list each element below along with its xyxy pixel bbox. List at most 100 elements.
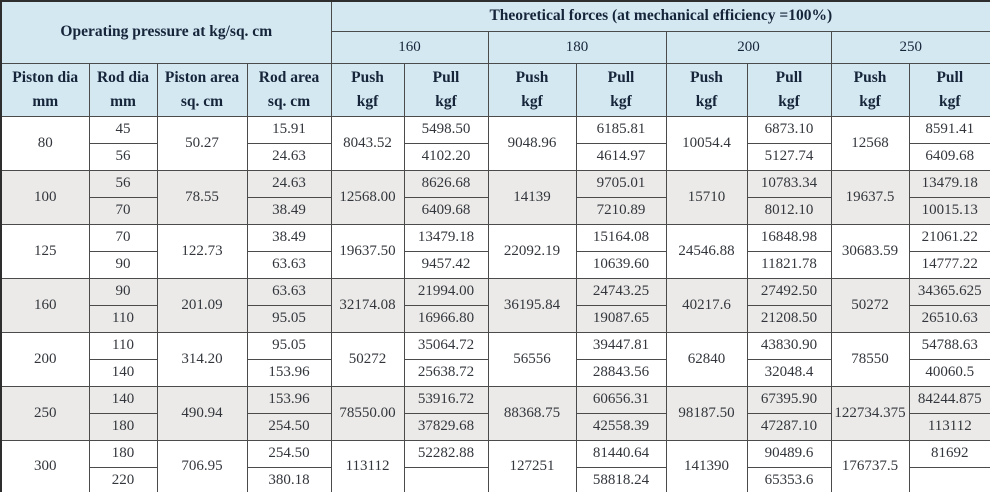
rod-area-cell: 24.63 <box>246 169 332 198</box>
pull-cell: 19087.65 <box>575 304 667 333</box>
rod-area-cell: 38.49 <box>246 223 332 252</box>
pull-cell: 39447.81 <box>575 331 667 360</box>
push-cell: 98187.50 <box>665 385 748 441</box>
pull-cell: 54788.63 <box>908 331 990 360</box>
rod-dia-cell: 90 <box>88 277 158 306</box>
rod-area-cell: 153.96 <box>246 358 332 387</box>
header-row-top: Operating pressure at kg/sq. cm Theoreti… <box>0 0 990 64</box>
push-cell: 78550 <box>830 331 910 387</box>
push-cell: 19637.5 <box>830 169 910 225</box>
push-cell: 50272 <box>830 277 910 333</box>
push-cell: 78550.00 <box>330 385 405 441</box>
theoretical-forces-header: Theoretical forces (at mechanical effici… <box>330 0 990 32</box>
rod-area-cell: 254.50 <box>246 439 332 468</box>
pull-cell: 27492.50 <box>746 277 832 306</box>
pull-cell: 21208.50 <box>746 304 832 333</box>
table-row: 90 63.63 9457.42 10639.60 11821.78 14777.22 <box>1 250 990 279</box>
push-cell: 30683.59 <box>830 223 910 279</box>
pull-cell: 60656.31 <box>575 385 667 414</box>
rod-dia-cell: 220 <box>88 466 158 492</box>
pull-cell: 9705.01 <box>575 169 667 198</box>
rod-area-cell: 38.49 <box>246 196 332 225</box>
operating-pressure-header: Operating pressure at kg/sq. cm <box>0 0 332 64</box>
piston-dia-cell: 250 <box>0 385 90 441</box>
pull-cell: 42558.39 <box>575 412 667 441</box>
table-row: 100 56 78.55 24.63 12568.00 8626.68 14139 9705.… <box>0 169 990 225</box>
push-cell: 24546.88 <box>665 223 748 279</box>
piston-area-cell: 314.20 <box>156 331 248 387</box>
pull-cell: 11821.78 <box>746 250 832 279</box>
push-cell: 141390 <box>665 439 748 492</box>
rod-dia-cell: 180 <box>88 439 158 468</box>
rod-dia-cell: 90 <box>88 250 158 279</box>
piston-area-cell: 706.95 <box>156 439 248 492</box>
table-row: 160 90 201.09 63.63 32174.08 21994.00 36195.84… <box>0 277 990 333</box>
pull-cell: 14777.22 <box>908 250 990 279</box>
pull-cell: 24743.25 <box>575 277 667 306</box>
push-cell: 176737.5 <box>830 439 910 492</box>
push-cell: 122734.375 <box>830 385 910 441</box>
pull-cell: 21061.22 <box>908 223 990 252</box>
push-cell: 62840 <box>665 331 748 387</box>
table-row: 250 140 490.94 153.96 78550.00 53916.72 88368.… <box>0 385 990 441</box>
rod-dia-cell: 110 <box>88 304 158 333</box>
pull-cell: 7210.89 <box>575 196 667 225</box>
pull-cell: 67395.90 <box>746 385 832 414</box>
pull-cell: 5498.50 <box>403 115 489 144</box>
table-row: 200 110 314.20 95.05 50272 35064.72 56556 39447… <box>0 331 990 387</box>
pull-cell: 13479.18 <box>403 223 489 252</box>
pull-cell: 16966.80 <box>403 304 489 333</box>
rod-area-cell: 153.96 <box>246 385 332 414</box>
table-row: 220 380.18 58818.24 65353.6 <box>1 466 990 492</box>
rod-area-cell: 254.50 <box>246 412 332 441</box>
header-row-columns: Piston dia mm Rod dia mm Piston area sq.… <box>0 62 990 117</box>
push-cell: 10054.4 <box>665 115 748 171</box>
rod-dia-cell: 56 <box>88 142 158 171</box>
push-cell: 40217.6 <box>665 277 748 333</box>
pull-cell: 26510.63 <box>908 304 990 333</box>
piston-dia-cell: 125 <box>0 223 90 279</box>
rod-area-cell: 15.91 <box>246 115 332 144</box>
pull-cell: 5127.74 <box>746 142 832 171</box>
table-header: Operating pressure at kg/sq. cm Theoreti… <box>0 0 990 117</box>
pull-200-header: Pull kgf <box>746 62 832 117</box>
table-row: 125 70 122.73 38.49 19637.50 13479.18 22092.19… <box>0 223 990 279</box>
pull-cell: 84244.875 <box>908 385 990 414</box>
pull-cell: 16848.98 <box>746 223 832 252</box>
push-cell: 36195.84 <box>487 277 577 333</box>
push-cell: 32174.08 <box>330 277 405 333</box>
pressure-180-header: 180 <box>487 30 667 64</box>
push-200-header: Push kgf <box>665 62 748 117</box>
pull-cell: 10639.60 <box>575 250 667 279</box>
rod-dia-cell: 56 <box>88 169 158 198</box>
pull-cell: 53916.72 <box>403 385 489 414</box>
rod-dia-cell: 140 <box>88 358 158 387</box>
pressure-250-header: 250 <box>830 30 990 64</box>
pull-cell: 113112 <box>908 412 990 441</box>
push-cell: 56556 <box>487 331 577 387</box>
table-row: 110 95.05 16966.80 19087.65 21208.50 26510.63 <box>1 304 990 333</box>
piston-area-header: Piston area sq. cm <box>156 62 248 117</box>
rod-dia-cell: 70 <box>88 196 158 225</box>
table-row: 300 180 706.95 254.50 113112 52282.88 127251 81… <box>0 439 990 492</box>
piston-dia-header: Piston dia mm <box>0 62 90 117</box>
pull-cell: 35064.72 <box>403 331 489 360</box>
piston-dia-cell: 160 <box>0 277 90 333</box>
push-cell: 113112 <box>330 439 405 492</box>
pull-cell: 43830.90 <box>746 331 832 360</box>
pull-cell: 6185.81 <box>575 115 667 144</box>
piston-dia-cell: 200 <box>0 331 90 387</box>
table-row: 56 24.63 4102.20 4614.97 5127.74 6409.68 <box>1 142 990 171</box>
push-cell: 12568 <box>830 115 910 171</box>
pull-cell: 81440.64 <box>575 439 667 468</box>
forces-table-body: 80 45 50.27 15.91 8043.52 5498.50 9048.96 6185.… <box>0 115 990 492</box>
pull-cell: 52282.88 <box>403 439 489 468</box>
pull-cell: 25638.72 <box>403 358 489 387</box>
rod-area-cell: 95.05 <box>246 304 332 333</box>
table-row: 140 153.96 25638.72 28843.56 32048.4 40060.5 <box>1 358 990 387</box>
push-cell: 15710 <box>665 169 748 225</box>
rod-dia-cell: 180 <box>88 412 158 441</box>
push-180-header: Push kgf <box>487 62 577 117</box>
pull-cell: 6409.68 <box>403 196 489 225</box>
